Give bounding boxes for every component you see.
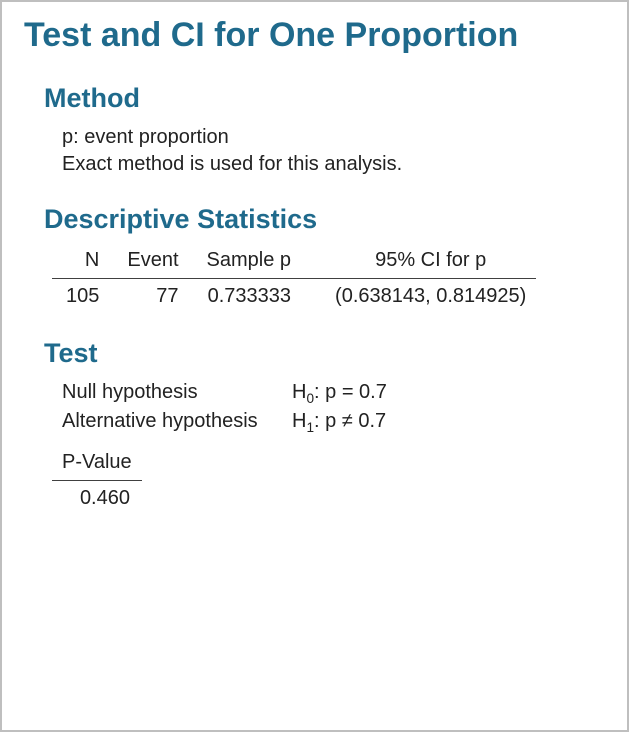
cell-event: 77 (113, 279, 192, 311)
pvalue-value: 0.460 (52, 481, 140, 510)
pvalue-label: P-Value (52, 451, 142, 481)
table-header-row: N Event Sample p 95% CI for p (52, 247, 536, 279)
descriptive-table: N Event Sample p 95% CI for p 105 77 0.7… (52, 247, 536, 310)
alt-hypothesis-row: Alternative hypothesis H1: p ≠ 0.7 (62, 410, 605, 435)
method-line: p: event proportion (62, 126, 605, 149)
pvalue-block: P-Value 0.460 (52, 451, 605, 510)
col-n: N (52, 247, 113, 279)
cell-sample-p: 0.733333 (193, 279, 306, 311)
null-hypothesis-expr: H0: p = 0.7 (292, 381, 387, 406)
hypotheses-block: Null hypothesis H0: p = 0.7 Alternative … (62, 381, 605, 435)
method-body: p: event proportion Exact method is used… (62, 126, 605, 176)
cell-ci: (0.638143, 0.814925) (305, 279, 536, 311)
col-sample-p: Sample p (193, 247, 306, 279)
null-hypothesis-row: Null hypothesis H0: p = 0.7 (62, 381, 605, 406)
output-panel: Test and CI for One Proportion Method p:… (0, 0, 629, 732)
null-hypothesis-label: Null hypothesis (62, 381, 292, 406)
col-ci: 95% CI for p (305, 247, 536, 279)
table-row: 105 77 0.733333 (0.638143, 0.814925) (52, 279, 536, 311)
test-heading: Test (44, 338, 605, 369)
alt-hypothesis-expr: H1: p ≠ 0.7 (292, 410, 386, 435)
alt-hypothesis-label: Alternative hypothesis (62, 410, 292, 435)
cell-n: 105 (52, 279, 113, 311)
main-title: Test and CI for One Proportion (24, 16, 605, 55)
method-heading: Method (44, 83, 605, 114)
descriptive-heading: Descriptive Statistics (44, 204, 605, 235)
method-line: Exact method is used for this analysis. (62, 153, 605, 176)
col-event: Event (113, 247, 192, 279)
